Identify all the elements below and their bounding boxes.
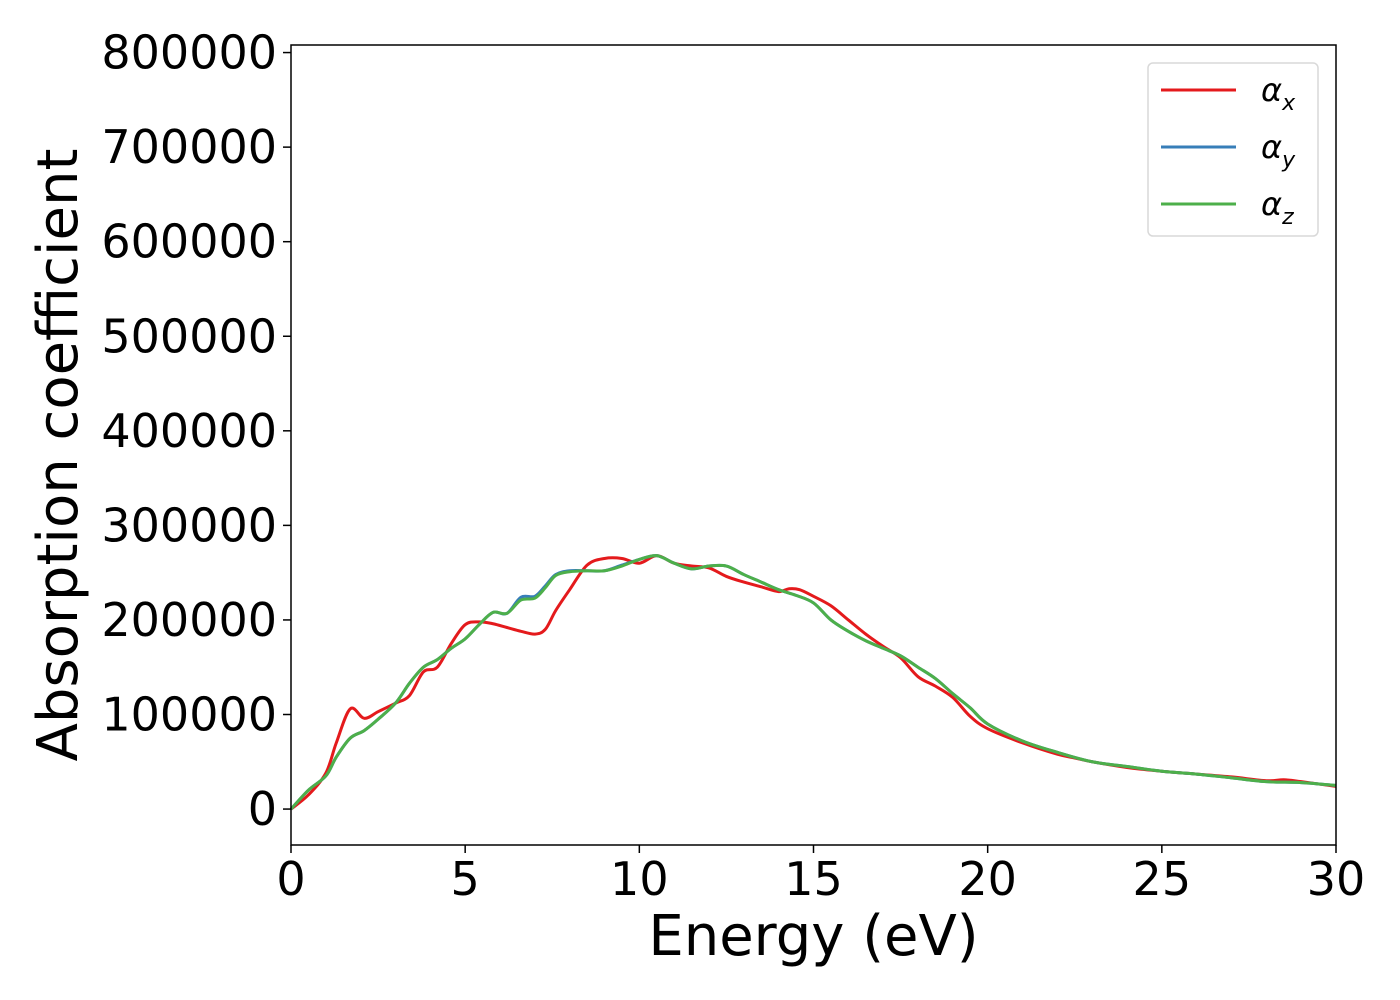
y-tick-label: 100000 <box>101 688 277 742</box>
y-tick-label: 800000 <box>101 26 277 80</box>
y-axis-label: Absorption coefficient <box>26 149 91 762</box>
series-line-y <box>289 554 1337 811</box>
x-tick-label: 15 <box>784 852 843 906</box>
x-tick-label: 20 <box>958 852 1017 906</box>
x-tick-label: 30 <box>1307 852 1366 906</box>
x-tick-label: 25 <box>1133 852 1192 906</box>
series-layer <box>289 554 1337 811</box>
y-tick-label: 300000 <box>101 498 277 552</box>
legend-label-y: αy <box>1261 128 1296 173</box>
y-tick-label: 600000 <box>101 215 277 269</box>
x-tick-label: 10 <box>610 852 669 906</box>
legend-label-z: αz <box>1261 185 1294 230</box>
x-tick-label: 5 <box>451 852 480 906</box>
series-line-x <box>290 554 1337 811</box>
y-tick-label: 700000 <box>101 120 277 174</box>
legend: αx αy αz <box>1147 62 1319 237</box>
x-axis-label: Energy (eV) <box>648 904 978 969</box>
y-tick-label: 200000 <box>101 593 277 647</box>
series-line-z <box>289 554 1337 811</box>
y-tick-label: 500000 <box>101 309 277 363</box>
y-tick-label: 0 <box>248 782 277 836</box>
x-tick-label: 0 <box>276 852 305 906</box>
ticks-layer: 0 5 10 15 20 25 30 0 100000 200000 300000 400000 500… <box>101 26 1365 906</box>
legend-label-x: αx <box>1261 71 1296 116</box>
y-tick-label: 400000 <box>101 404 277 458</box>
legend-box <box>1147 62 1319 237</box>
